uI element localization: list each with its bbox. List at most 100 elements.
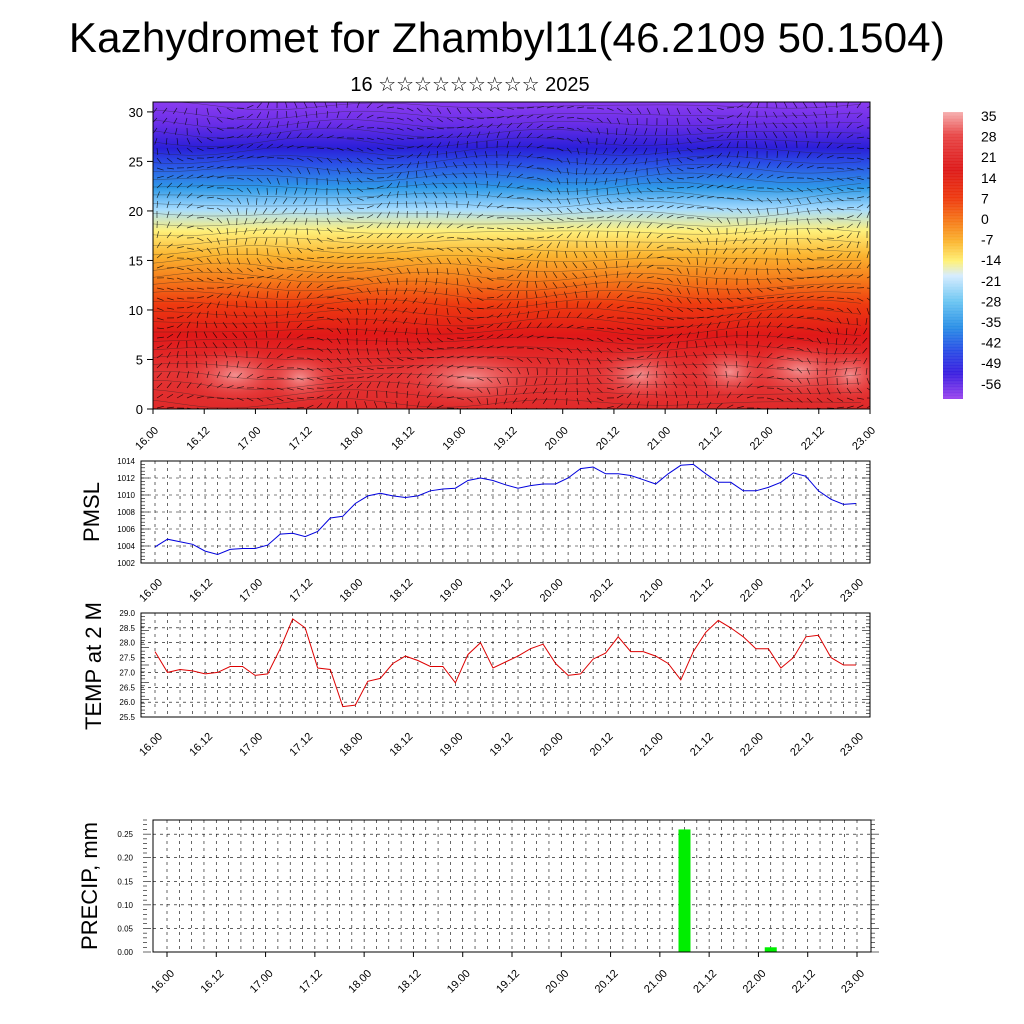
temp-x-tick-label: 20.00 — [538, 731, 566, 759]
colorbar-labels: 35 28 21 14 7 0 -7 -14 -21 -28 -35 -42 -49 -56 — [981, 108, 1001, 392]
pmsl-x-tick-label: 18.00 — [337, 577, 365, 605]
heatmap-isoline — [153, 163, 862, 175]
temp-x-tick-label: 16.00 — [137, 731, 165, 759]
temp-x-tick-label: 19.00 — [438, 731, 466, 759]
wind-barb-segments — [153, 102, 870, 409]
precip-x-axis: 16.00 16.12 17.00 17.12 18.00 18.12 19.00 19.12… — [149, 952, 867, 996]
precip-bar — [764, 947, 777, 952]
heatmap-isoline — [153, 127, 862, 139]
heatmap-isoline — [153, 236, 862, 246]
colorbar-label: -21 — [981, 273, 1001, 289]
temp-chart: 25.526.026.527.027.528.028.529.0 16.00 16… — [81, 602, 871, 759]
heatmap-isoline — [153, 172, 862, 184]
colorbar-label: -49 — [981, 355, 1001, 371]
pmsl-x-tick-label: 21.12 — [688, 577, 716, 605]
pmsl-y-tick-label: 1012 — [117, 474, 135, 483]
heatmap-x-tick-label: 23.00 — [850, 425, 878, 453]
cross-section-heatmap: 0 5 10 15 20 25 30 16.00 16.12 17.00 17.12 18.00 18… — [129, 101, 878, 453]
heatmap-x-tick-label: 20.00 — [543, 425, 571, 453]
heatmap-isoline — [153, 109, 862, 120]
temp-y-tick-label: 28.0 — [119, 639, 135, 648]
heatmap-isoline — [153, 218, 862, 227]
pmsl-x-tick-label: 19.00 — [438, 577, 466, 605]
temp-y-tick-label: 29.0 — [119, 609, 135, 618]
heatmap-isoline — [153, 181, 862, 193]
temp-y-tick-label: 26.0 — [119, 698, 135, 707]
temp-x-tick-label: 23.00 — [838, 731, 866, 759]
pmsl-ylabel: PMSL — [79, 482, 104, 542]
temp-x-tick-label: 17.12 — [287, 731, 315, 759]
heatmap-isoline — [153, 298, 862, 310]
pmsl-x-tick-label: 20.12 — [588, 577, 616, 605]
temp-x-tick-label: 19.12 — [488, 731, 516, 759]
heatmap-x-tick-label: 21.00 — [645, 425, 673, 453]
heatmap-x-tick-label: 18.00 — [338, 425, 366, 453]
precip-x-tick-label: 17.12 — [297, 968, 325, 996]
pmsl-x-tick-label: 20.00 — [538, 577, 566, 605]
pmsl-x-axis: 16.00 16.12 17.00 17.12 18.00 18.12 19.00 19.12… — [137, 577, 866, 605]
heatmap-x-tick-label: 21.12 — [697, 425, 725, 453]
heatmap-warm-cell — [260, 350, 340, 406]
colorbar-label: -14 — [981, 252, 1001, 268]
heatmap-x-tick-label: 22.12 — [799, 425, 827, 453]
pmsl-x-tick-label: 21.00 — [638, 577, 666, 605]
temp-series-line — [154, 618, 856, 708]
heatmap-isoline — [153, 280, 862, 292]
temp-y-tick-label: 25.5 — [119, 713, 135, 722]
heatmap-isoline — [153, 154, 862, 166]
pmsl-x-tick-label: 16.00 — [137, 577, 165, 605]
heatmap-y-tick-label: 10 — [129, 303, 143, 318]
heatmap-isoline — [153, 397, 862, 409]
temp-x-tick-label: 18.00 — [337, 731, 365, 759]
heatmap-isoline — [153, 199, 861, 210]
pmsl-y-tick-label: 1006 — [117, 525, 135, 534]
heatmap-isoline — [153, 289, 862, 301]
heatmap-isoline — [153, 145, 862, 157]
heatmap-x-tick-label: 16.00 — [133, 425, 161, 453]
pmsl-x-tick-label: 19.12 — [488, 577, 516, 605]
heatmap-warm-cell — [815, 347, 870, 403]
precip-y-tick-label: 0.20 — [117, 854, 133, 863]
pmsl-y-tick-label: 1010 — [117, 491, 135, 500]
heatmap-isoline — [153, 363, 862, 371]
temp-x-tick-label: 17.00 — [237, 731, 265, 759]
precip-y-tick-label: 0.05 — [117, 924, 133, 933]
temp-x-tick-label: 22.12 — [788, 731, 816, 759]
temp-x-tick-label: 16.12 — [187, 731, 215, 759]
pmsl-x-tick-label: 22.00 — [738, 577, 766, 605]
precip-x-tick-label: 19.00 — [445, 968, 473, 996]
precip-x-tick-label: 22.00 — [741, 968, 769, 996]
colorbar-label: -56 — [981, 376, 1001, 392]
temp-ylabel: TEMP at 2 M — [81, 602, 106, 730]
heatmap-isoline — [153, 228, 862, 237]
heatmap-x-tick-label: 17.12 — [287, 425, 315, 453]
heatmap-y-tick-label: 20 — [129, 204, 143, 219]
heatmap-isoline — [153, 136, 862, 148]
temp-y-tick-label: 28.5 — [119, 624, 135, 633]
precip-y-tick-label: 0.25 — [117, 830, 133, 839]
heatmap-x-tick-label: 18.12 — [389, 425, 417, 453]
temp-x-tick-label: 21.12 — [688, 731, 716, 759]
colorbar-gradient — [943, 112, 963, 399]
colorbar-label: 14 — [981, 170, 997, 186]
colorbar-label: -35 — [981, 314, 1001, 330]
precip-x-tick-label: 22.12 — [790, 968, 818, 996]
heatmap-y-tick-label: 5 — [136, 352, 143, 367]
precip-x-tick-label: 20.00 — [543, 968, 571, 996]
precip-x-tick-label: 21.00 — [642, 968, 670, 996]
temp-y-tick-label: 27.5 — [119, 654, 135, 663]
heatmap-isoline — [173, 102, 862, 111]
colorbar: 35 28 21 14 7 0 -7 -14 -21 -28 -35 -42 -49 -56 — [943, 108, 1001, 399]
temp-x-tick-label: 22.00 — [738, 731, 766, 759]
pmsl-y-tick-label: 1008 — [117, 508, 135, 517]
colorbar-label: 21 — [981, 149, 997, 165]
heatmap-y-tick-label: 25 — [129, 154, 143, 169]
precip-x-tick-label: 16.00 — [149, 968, 177, 996]
colorbar-label: -7 — [981, 232, 994, 248]
pmsl-x-tick-label: 22.12 — [788, 577, 816, 605]
heatmap-y-axis: 0 5 10 15 20 25 30 — [129, 105, 153, 417]
colorbar-label: -28 — [981, 293, 1001, 309]
precip-x-tick-label: 21.12 — [691, 968, 719, 996]
